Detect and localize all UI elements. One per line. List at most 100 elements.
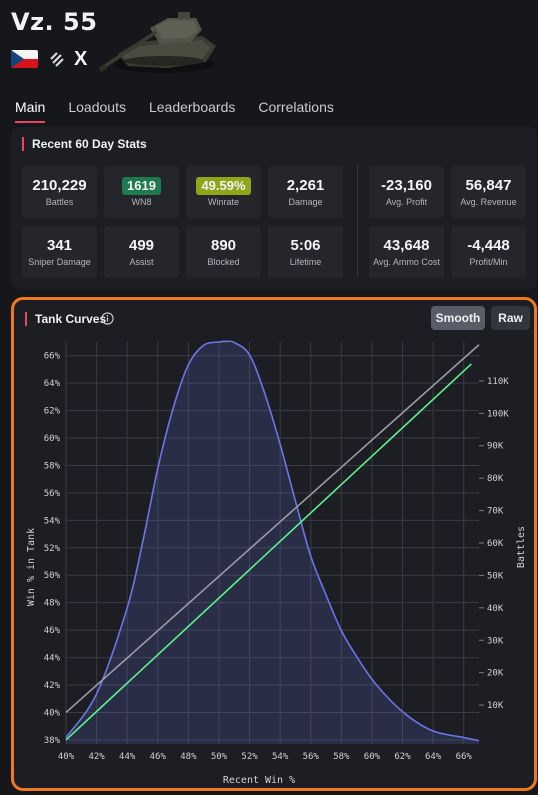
stat-value: 341 (46, 237, 73, 254)
stat-value: 2,261 (286, 177, 325, 194)
win-rate-line (65, 363, 472, 741)
y2-tick-label: 20K (487, 669, 504, 679)
x-tick-label: 62% (394, 752, 411, 762)
stat-value: 56,847 (465, 177, 512, 194)
raw-button[interactable]: Raw (491, 306, 530, 330)
stat-card-assist: 499 Assist (104, 226, 179, 278)
tank-curves-chart: 40% 42% 44% 46% 48% 50% 52% 54% 56% 58% 60% 62% 64% 6… (26, 340, 527, 786)
stat-label: Profit/Min (469, 257, 508, 267)
info-icon[interactable] (101, 312, 114, 325)
y-tick-label: 62% (44, 407, 61, 417)
tab-bar: Main Loadouts Leaderboards Correlations (15, 99, 334, 123)
chart-series (65, 340, 480, 744)
y2-tick-label: 40K (487, 604, 504, 614)
y2-tick-label: 70K (487, 507, 504, 517)
y-tick-label: 40% (44, 708, 61, 718)
stat-value: 890 (210, 237, 237, 254)
tab-leaderboards[interactable]: Leaderboards (148, 99, 236, 115)
x-tick-label: 50% (211, 752, 228, 762)
stats-divider (357, 165, 358, 277)
tab-correlations[interactable]: Correlations (258, 99, 334, 115)
x-tick-label: 58% (333, 752, 350, 762)
y-tick-label: 64% (44, 379, 61, 389)
stat-card-lifetime: 5:06 Lifetime (268, 226, 343, 278)
winrate-badge: 49.59% (196, 177, 251, 195)
stat-label: WN8 (131, 197, 152, 207)
stat-label: Assist (129, 257, 154, 267)
stat-label: Avg. Profit (385, 197, 428, 207)
stat-value: 499 (128, 237, 155, 254)
y-tick-label: 66% (44, 352, 61, 362)
y-tick-label: 52% (44, 544, 61, 554)
stat-card-battles: 210,229 Battles (22, 166, 97, 218)
x-tick-label: 52% (241, 752, 258, 762)
tank-curves-panel: Tank Curves Smooth Raw 40% 42% 44% 46% 48% 50… (11, 297, 537, 791)
y2-tick-label: 30K (487, 636, 504, 646)
y2-tick-label: 50K (487, 571, 504, 581)
y2-tick-label: 100K (487, 409, 509, 419)
x-tick-label: 60% (364, 752, 381, 762)
czech-flag-icon (11, 50, 38, 68)
y2-tick-label: 10K (487, 701, 504, 711)
y-tick-label: 54% (44, 516, 61, 526)
x-tick-label: 66% (456, 752, 473, 762)
wn8-badge: 1619 (122, 177, 161, 195)
stat-label: Winrate (207, 197, 239, 207)
stat-value: 43,648 (383, 237, 430, 254)
y2-axis-label: Battles (516, 526, 527, 568)
stat-value: -4,448 (467, 237, 510, 254)
stat-label: Avg. Ammo Cost (373, 257, 440, 267)
battles-line (65, 340, 480, 742)
y-tick-label: 38% (44, 736, 61, 746)
tab-loadouts[interactable]: Loadouts (68, 99, 126, 115)
x-tick-label: 46% (150, 752, 167, 762)
stat-card-profit-per-min: -4,448 Profit/Min (451, 226, 526, 278)
y-axis-label: Win % in Tank (26, 528, 37, 606)
tab-main[interactable]: Main (15, 99, 46, 123)
chart-grid (65, 342, 479, 744)
stat-card-avg-revenue: 56,847 Avg. Revenue (451, 166, 526, 218)
y2-tick-label: 80K (487, 474, 504, 484)
stat-label: Battles (45, 197, 74, 207)
tank-curves-title: Tank Curves (25, 312, 106, 326)
x-tick-label: 56% (303, 752, 320, 762)
y-tick-label: 58% (44, 461, 61, 471)
x-tick-label: 42% (88, 752, 105, 762)
y-tick-label: 44% (44, 654, 61, 664)
y-tick-label: 60% (44, 434, 61, 444)
stat-label: Blocked (207, 257, 240, 267)
x-tick-label: 40% (58, 752, 75, 762)
tank-image (98, 12, 216, 73)
x-tick-label: 54% (272, 752, 289, 762)
stat-card-sniper-damage: 341 Sniper Damage (22, 226, 97, 278)
y-tick-label: 50% (44, 571, 61, 581)
y-tick-label: 56% (44, 489, 61, 499)
stat-card-damage: 2,261 Damage (268, 166, 343, 218)
y-tick-label: 48% (44, 599, 61, 609)
battles-area (66, 341, 479, 744)
stat-card-avg-profit: -23,160 Avg. Profit (369, 166, 444, 218)
y2-tick-label: 60K (487, 539, 504, 549)
smooth-button[interactable]: Smooth (431, 306, 485, 330)
stat-card-blocked: 890 Blocked (186, 226, 261, 278)
tier-label: X (74, 48, 88, 70)
stat-card-winrate: 49.59% Winrate (186, 166, 261, 218)
y2-tick-label: 90K (487, 442, 504, 452)
heavy-tank-icon (50, 52, 64, 67)
x-tick-label: 48% (180, 752, 197, 762)
stat-label: Damage (288, 197, 323, 207)
y-tick-label: 46% (44, 626, 61, 636)
stat-card-wn8: 1619 WN8 (104, 166, 179, 218)
x-axis-label: Recent Win % (223, 775, 295, 786)
stat-value: 210,229 (32, 177, 87, 194)
recent-stats-title: Recent 60 Day Stats (22, 137, 147, 151)
stat-label: Lifetime (289, 257, 322, 267)
stat-card-avg-ammo-cost: 43,648 Avg. Ammo Cost (369, 226, 444, 278)
tank-title: Vz. 55 (11, 8, 98, 36)
x-tick-label: 44% (119, 752, 136, 762)
y-tick-label: 42% (44, 681, 61, 691)
stat-label: Avg. Revenue (460, 197, 517, 207)
stat-value: 5:06 (290, 237, 321, 254)
stat-value: -23,160 (381, 177, 432, 194)
reference-line (65, 344, 480, 714)
